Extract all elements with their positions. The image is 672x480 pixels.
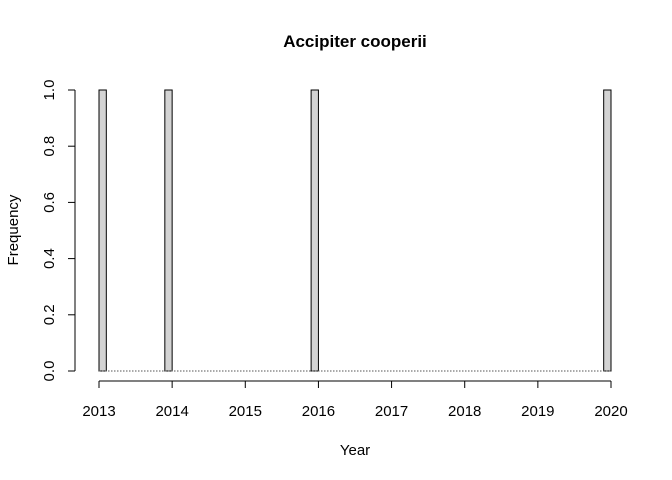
y-tick-label-3: 0.6	[41, 192, 58, 213]
x-tick-label-0: 2013	[82, 403, 115, 420]
x-tick-label-4: 2017	[375, 403, 408, 420]
x-axis-label: Year	[340, 442, 370, 459]
x-tick-label-5: 2018	[448, 403, 481, 420]
histogram-bar-2	[310, 89, 319, 372]
histogram-bar-3	[603, 89, 612, 372]
y-axis: 0.0 0.2 0.4 0.6 0.8 1.0	[41, 80, 76, 382]
y-tick-label-1: 0.2	[41, 304, 58, 325]
chart-title: Accipiter cooperii	[283, 32, 427, 51]
bars-group	[98, 89, 612, 372]
histogram-bar-0	[98, 89, 107, 372]
y-tick-label-2: 0.4	[41, 248, 58, 269]
y-tick-label-5: 1.0	[41, 80, 58, 101]
x-tick-label-6: 2019	[521, 403, 554, 420]
y-tick-label-0: 0.0	[41, 361, 58, 382]
y-axis-label: Frequency	[5, 194, 22, 265]
x-tick-label-7: 2020	[594, 403, 627, 420]
x-tick-label-2: 2015	[229, 403, 262, 420]
x-axis: 2013 2014 2015 2016 2017 2018 2019 2020	[82, 380, 628, 420]
x-tick-label-3: 2016	[302, 403, 335, 420]
histogram-bar-1	[164, 89, 173, 372]
y-tick-label-4: 0.8	[41, 136, 58, 157]
x-tick-label-1: 2014	[155, 403, 188, 420]
